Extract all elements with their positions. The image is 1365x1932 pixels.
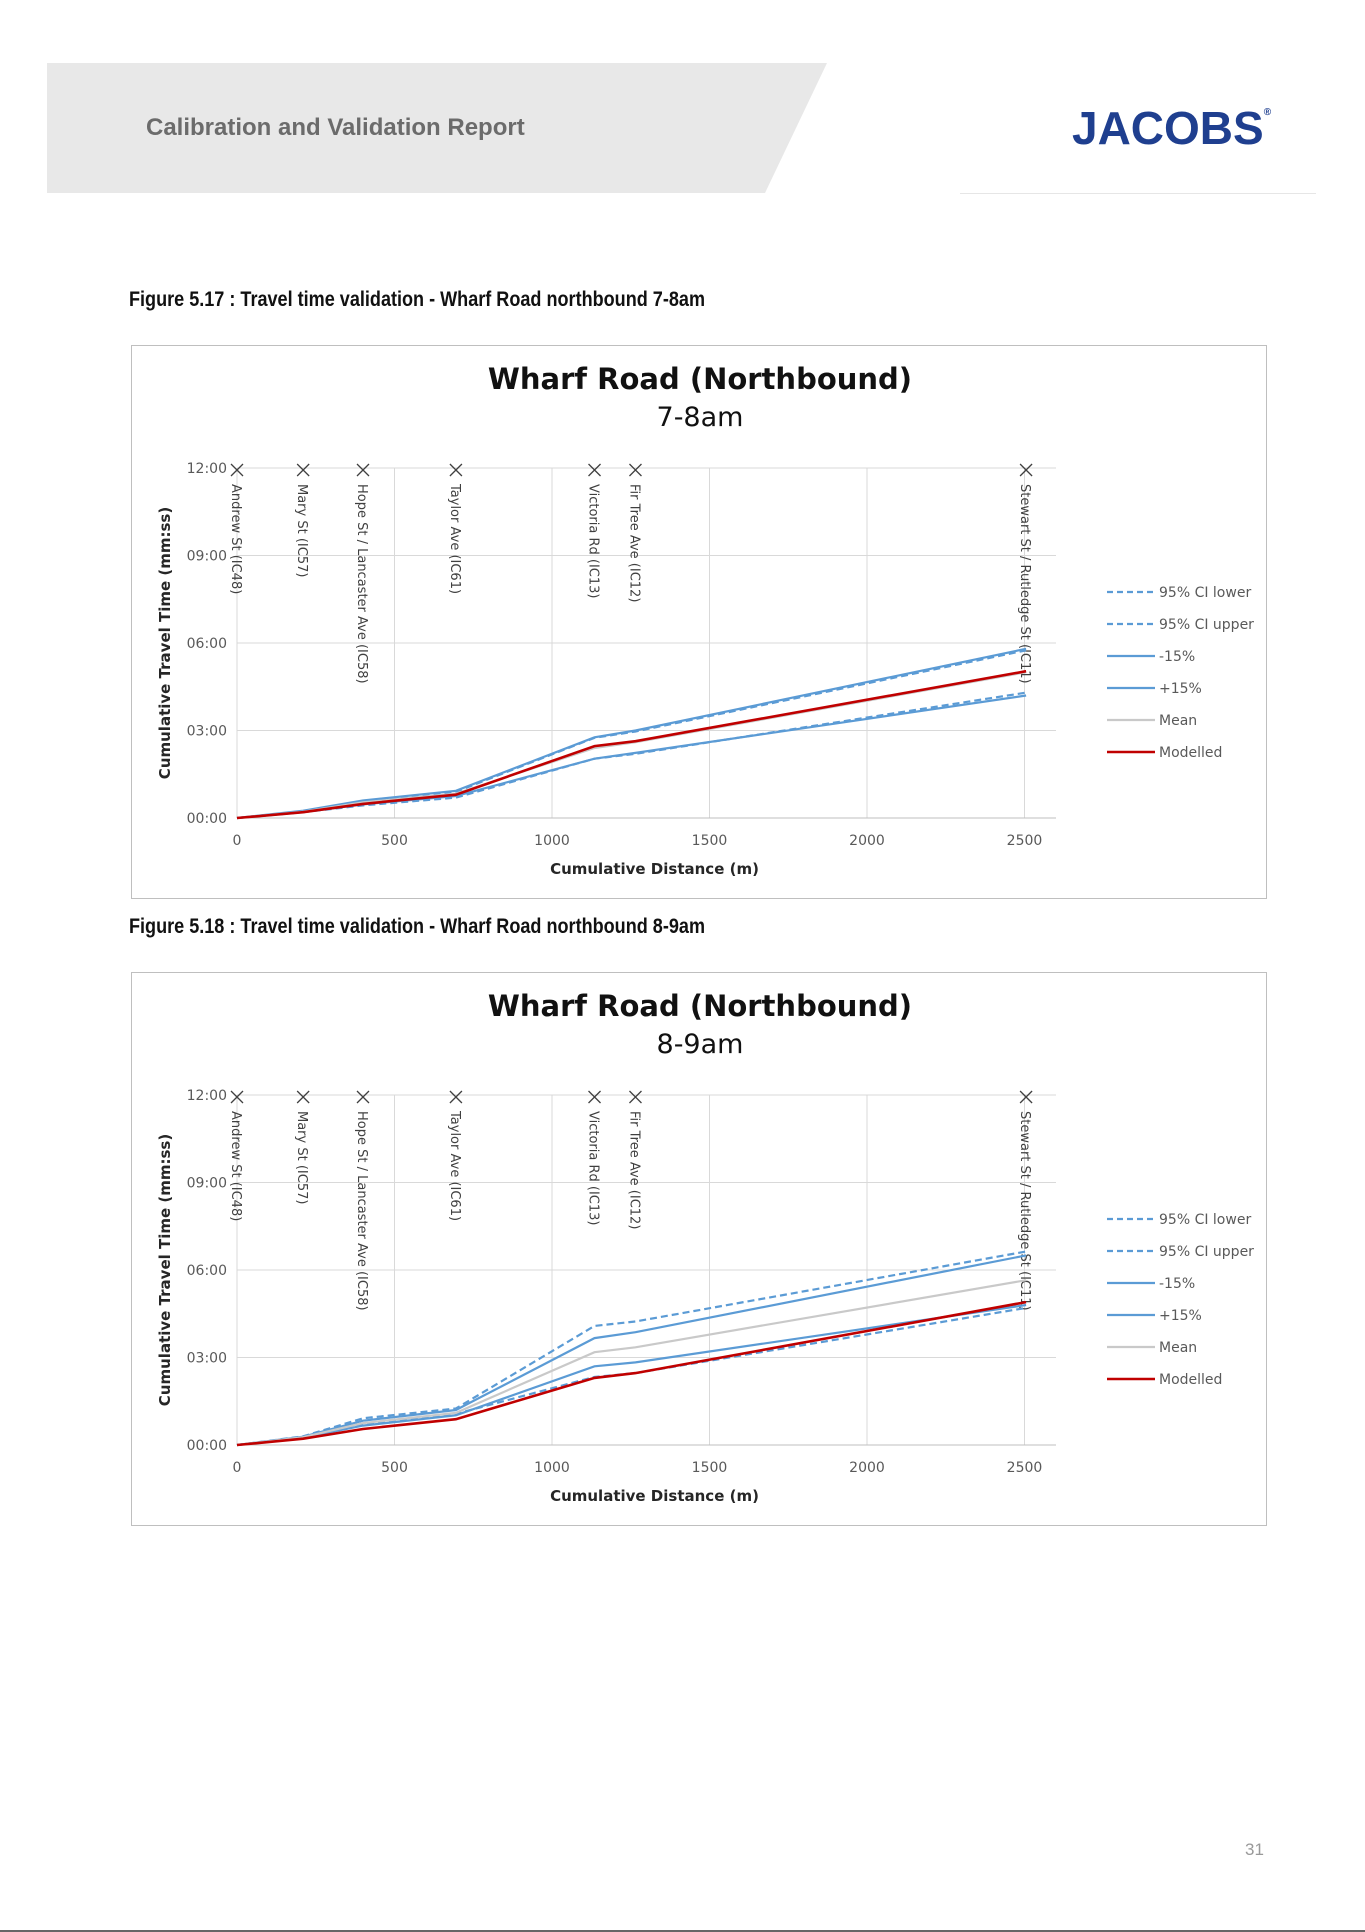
intersection-label: Andrew St (IC48) — [228, 1111, 243, 1221]
series-line — [236, 671, 1027, 820]
x-tick-label: 2000 — [849, 833, 885, 849]
intersection-marker — [356, 1090, 370, 1104]
intersection-marker — [230, 1090, 244, 1104]
y-tick-label: 09:00 — [187, 1176, 227, 1192]
y-axis-title: Cumulative Travel Time (mm:ss) — [156, 1134, 174, 1406]
series-line — [236, 691, 1027, 820]
x-tick-label: 1500 — [692, 1460, 728, 1476]
chart-plot: 00:00 03:00 06:00 09:00 12:00 0 500 1000 1500 200… — [156, 1088, 1254, 1505]
legend-entry: -15% — [1159, 649, 1195, 665]
y-tick-label: 09:00 — [187, 549, 227, 565]
intersection-label: Stewart St / Rutledge St (IC11) — [1017, 484, 1032, 684]
y-tick-label: 06:00 — [187, 636, 227, 652]
intersection-label: Hope St / Lancaster Ave (IC58) — [354, 1111, 369, 1311]
chart-title: Wharf Road (Northbound) — [487, 989, 913, 1023]
intersection-label: Fir Tree Ave (IC12) — [626, 484, 641, 602]
x-tick-label: 500 — [381, 833, 408, 849]
page-bottom-rule — [0, 1930, 1365, 1932]
intersection-label: Fir Tree Ave (IC12) — [626, 1111, 641, 1229]
intersection-label: Victoria Rd (IC13) — [586, 1111, 601, 1226]
intersection-label: Taylor Ave (IC61) — [447, 483, 462, 594]
series-line — [236, 669, 1027, 820]
y-tick-label: 12:00 — [187, 1088, 227, 1104]
series-line — [236, 1300, 1027, 1447]
header-rule — [960, 193, 1316, 194]
chart-subtitle: 8-9am — [656, 1029, 744, 1060]
y-tick-label: 00:00 — [187, 811, 227, 827]
x-tick-label: 2000 — [849, 1460, 885, 1476]
intersection-marker — [1019, 463, 1033, 477]
intersection-marker — [449, 1090, 463, 1104]
intersection-marker — [1019, 1090, 1033, 1104]
intersection-label: Mary St (IC57) — [294, 484, 309, 577]
x-tick-label: 1500 — [692, 833, 728, 849]
figure-caption-1: Figure 5.17 : Travel time validation - W… — [129, 288, 705, 311]
x-tick-label: 2500 — [1007, 833, 1043, 849]
report-title: Calibration and Validation Report — [146, 114, 525, 141]
y-tick-label: 03:00 — [187, 1351, 227, 1367]
x-axis-title: Cumulative Distance (m) — [550, 1487, 759, 1505]
jacobs-logo: JACOBS® — [1072, 102, 1272, 154]
legend-entry: +15% — [1159, 681, 1202, 697]
figure-caption-2: Figure 5.18 : Travel time validation - W… — [129, 915, 705, 938]
series-line — [236, 1279, 1027, 1447]
legend-entry: 95% CI upper — [1159, 617, 1254, 633]
x-tick-label: 0 — [233, 1460, 242, 1476]
intersection-label: Mary St (IC57) — [294, 1111, 309, 1204]
intersection-marker — [296, 1090, 310, 1104]
intersection-marker — [230, 463, 244, 477]
page-number: 31 — [1245, 1840, 1264, 1859]
intersection-label: Hope St / Lancaster Ave (IC58) — [354, 484, 369, 684]
legend-entry: Mean — [1159, 713, 1197, 729]
x-tick-label: 1000 — [534, 833, 570, 849]
intersection-marker — [588, 463, 601, 477]
intersection-marker — [449, 463, 463, 477]
chart-subtitle: 7-8am — [656, 402, 744, 433]
legend-entry: -15% — [1159, 1276, 1195, 1292]
x-axis-title: Cumulative Distance (m) — [550, 860, 759, 878]
header-band — [47, 63, 827, 193]
x-tick-label: 1000 — [534, 1460, 570, 1476]
chart-plot: 00:00 03:00 06:00 09:00 12:00 0 500 1000 1500 200… — [156, 461, 1254, 878]
legend-entry: +15% — [1159, 1308, 1202, 1324]
intersection-label: Victoria Rd (IC13) — [586, 484, 601, 599]
x-tick-label: 0 — [233, 833, 242, 849]
y-tick-label: 06:00 — [187, 1263, 227, 1279]
legend-entry: Modelled — [1159, 1372, 1222, 1388]
y-axis-title: Cumulative Travel Time (mm:ss) — [156, 507, 174, 779]
series-line — [236, 694, 1027, 820]
intersection-marker — [629, 463, 642, 477]
y-tick-label: 00:00 — [187, 1438, 227, 1454]
y-tick-label: 12:00 — [187, 461, 227, 477]
legend-entry: Modelled — [1159, 745, 1222, 761]
intersection-marker — [296, 463, 310, 477]
legend-entry: 95% CI lower — [1159, 585, 1251, 601]
intersection-label: Taylor Ave (IC61) — [447, 1110, 462, 1221]
intersection-marker — [356, 463, 370, 477]
chart-title: Wharf Road (Northbound) — [487, 362, 913, 396]
x-tick-label: 2500 — [1007, 1460, 1043, 1476]
intersection-marker — [588, 1090, 601, 1104]
legend-entry: 95% CI upper — [1159, 1244, 1254, 1260]
legend-entry: Mean — [1159, 1340, 1197, 1356]
chart-2: Wharf Road (Northbound) 8-9am 00:00 03:00… — [131, 972, 1267, 1526]
chart-1: Wharf Road (Northbound) 7-8am 00:00 03:00… — [131, 345, 1267, 899]
y-tick-label: 03:00 — [187, 724, 227, 740]
intersection-label: Stewart St / Rutledge St (IC11) — [1017, 1111, 1032, 1311]
intersection-marker — [629, 1090, 642, 1104]
x-tick-label: 500 — [381, 1460, 408, 1476]
legend-entry: 95% CI lower — [1159, 1212, 1251, 1228]
intersection-label: Andrew St (IC48) — [228, 484, 243, 594]
